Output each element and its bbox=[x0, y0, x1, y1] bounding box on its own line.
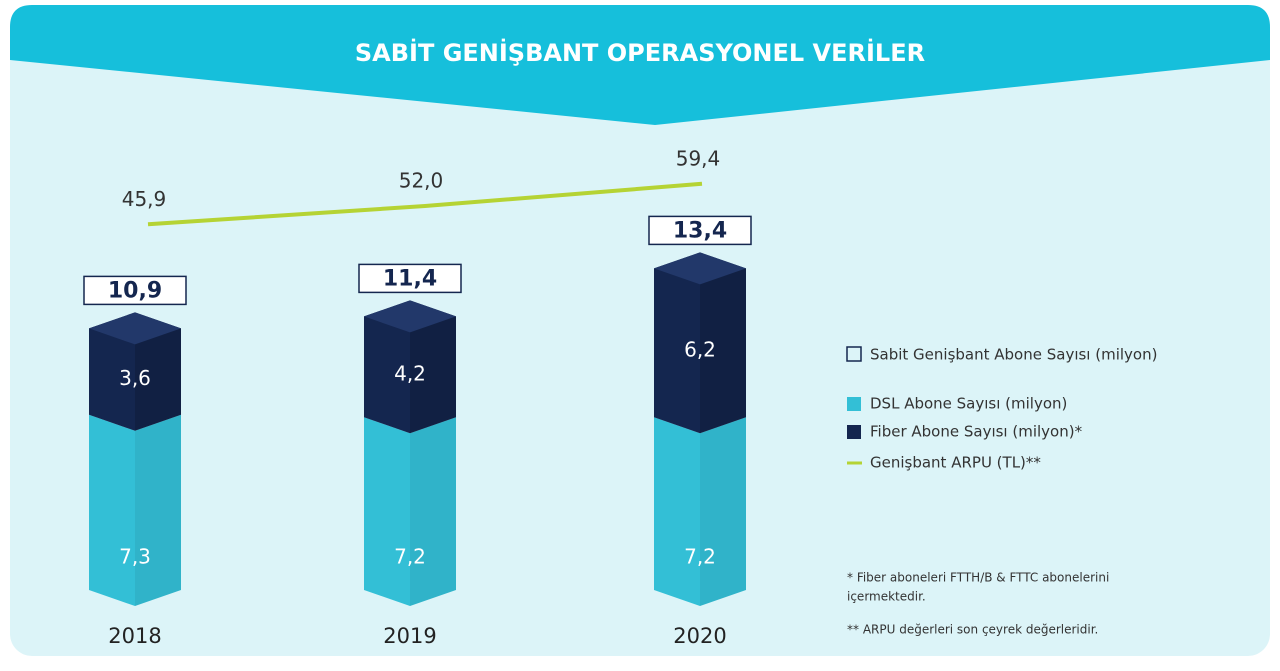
line-label: 45,9 bbox=[122, 187, 167, 211]
data-label: 7,2 bbox=[684, 545, 716, 569]
legend-label: Sabit Genişbant Abone Sayısı (milyon) bbox=[870, 346, 1157, 364]
legend-swatch bbox=[847, 425, 861, 439]
x-tick-label: 2018 bbox=[108, 624, 161, 648]
bar-segment bbox=[89, 312, 181, 431]
bar-segment bbox=[364, 300, 456, 434]
data-label: 6,2 bbox=[684, 337, 716, 361]
data-label: 7,2 bbox=[394, 545, 426, 569]
legend-swatch bbox=[847, 397, 861, 411]
data-label: 4,2 bbox=[394, 361, 426, 385]
total-box bbox=[648, 215, 752, 246]
pillar-cap bbox=[89, 312, 181, 345]
legend-label: DSL Abone Sayısı (milyon) bbox=[870, 395, 1067, 413]
legend-label: Genişbant ARPU (TL)** bbox=[870, 454, 1041, 472]
bar-segment bbox=[654, 252, 746, 434]
arpu-line bbox=[147, 181, 703, 227]
pillar-cap bbox=[364, 300, 456, 333]
total-label: 11,4 bbox=[383, 266, 437, 291]
pillar-cap bbox=[654, 252, 746, 285]
data-label: 7,3 bbox=[119, 545, 151, 569]
total-label: 13,4 bbox=[673, 218, 727, 243]
footnote: ** ARPU değerleri son çeyrek değerleridi… bbox=[847, 623, 1098, 637]
bar-segment bbox=[654, 417, 746, 606]
x-tick-label: 2020 bbox=[673, 624, 726, 648]
line-label: 52,0 bbox=[399, 169, 444, 193]
panel-background bbox=[10, 8, 1270, 656]
total-box bbox=[358, 263, 462, 294]
legend-label: Fiber Abone Sayısı (milyon)* bbox=[870, 423, 1083, 441]
bar-segment bbox=[364, 417, 456, 606]
bar-segment bbox=[89, 414, 181, 606]
bar-shade bbox=[410, 316, 456, 434]
bar-shade bbox=[700, 268, 746, 434]
footnote: içermektedir. bbox=[847, 590, 926, 604]
legend-swatch bbox=[846, 346, 862, 362]
x-tick-label: 2019 bbox=[383, 624, 436, 648]
line-label: 59,4 bbox=[676, 146, 721, 170]
bar-shade bbox=[700, 417, 746, 606]
bar-shade bbox=[410, 417, 456, 606]
total-label: 10,9 bbox=[108, 278, 162, 303]
title-banner bbox=[10, 5, 1270, 125]
bar-shade bbox=[135, 328, 181, 431]
bar-shade bbox=[135, 414, 181, 606]
total-box bbox=[83, 275, 187, 306]
chart-title: SABİT GENİŞBANT OPERASYONEL VERİLER bbox=[355, 38, 925, 67]
data-label: 3,6 bbox=[119, 366, 151, 390]
footnote: * Fiber aboneleri FTTH/B & FTTC aboneler… bbox=[847, 571, 1109, 585]
